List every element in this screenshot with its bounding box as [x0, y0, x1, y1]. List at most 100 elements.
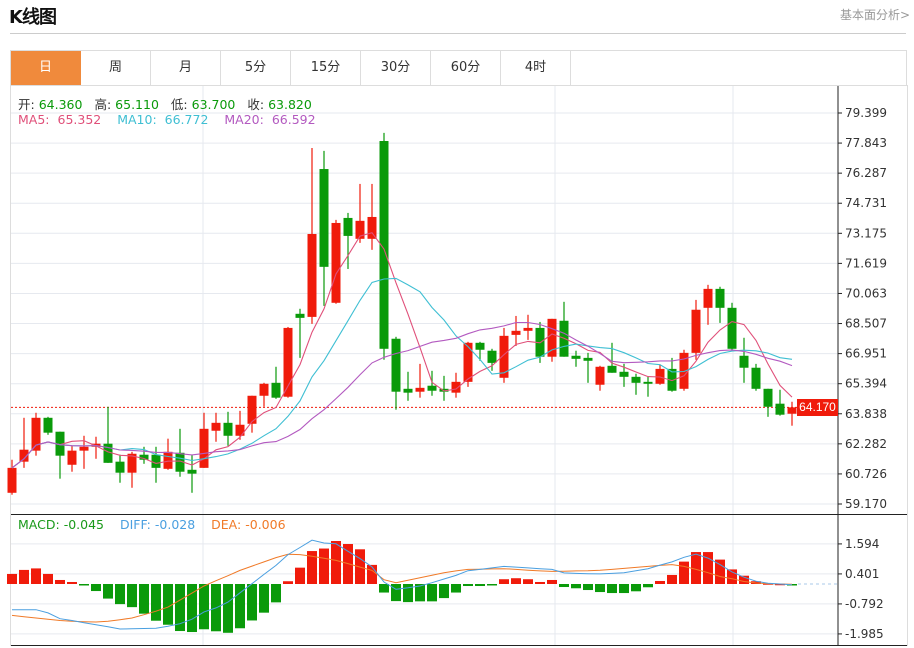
macd-y-tick-label: -1.985	[845, 627, 884, 641]
fundamental-analysis-link[interactable]: 基本面分析>	[839, 8, 910, 22]
close-label: 收:	[247, 97, 265, 112]
candle-body	[187, 469, 197, 474]
tab-30min[interactable]: 30分	[361, 51, 431, 85]
ma20-label: MA20:	[224, 112, 264, 127]
candle-body	[607, 365, 617, 373]
macd-bar	[439, 584, 449, 599]
candle-body	[775, 403, 785, 415]
macd-bar	[91, 584, 101, 592]
macd-bar	[31, 568, 41, 584]
candle-body	[571, 355, 581, 359]
candle-body	[511, 330, 521, 335]
candle-body	[487, 350, 497, 363]
macd-bar	[43, 573, 53, 584]
macd-bar	[619, 584, 629, 594]
macd-y-tick-label: 1.594	[845, 537, 879, 551]
macd-bar	[499, 579, 509, 584]
macd-bar	[379, 584, 389, 593]
y-tick-label: 68.507	[845, 317, 887, 331]
tab-4hour[interactable]: 4时	[501, 51, 571, 85]
macd-bar	[727, 569, 737, 584]
ma-info: MA5: 65.352 MA10: 66.772 MA20: 66.592	[18, 112, 324, 127]
macd-bar	[19, 569, 29, 584]
diff-line	[12, 539, 793, 630]
tab-60min[interactable]: 60分	[431, 51, 501, 85]
candle-body	[763, 388, 773, 407]
high-label: 高:	[94, 97, 112, 112]
candle-body	[175, 452, 185, 472]
y-tick-label: 73.175	[845, 226, 887, 240]
y-tick-label: 71.619	[845, 256, 887, 270]
macd-bar	[463, 584, 473, 587]
macd-bar	[115, 584, 125, 605]
y-tick-label: 60.726	[845, 467, 887, 481]
candle-body	[403, 388, 413, 393]
macd-bar	[79, 584, 89, 586]
tab-5min[interactable]: 5分	[221, 51, 291, 85]
tab-15min[interactable]: 15分	[291, 51, 361, 85]
high-value: 65.110	[115, 97, 159, 112]
diff-value: -0.028	[154, 517, 196, 532]
tab-day[interactable]: 日	[11, 51, 81, 85]
candle-body	[475, 342, 485, 350]
candle-body	[199, 428, 209, 468]
macd-bar	[415, 584, 425, 602]
candle-body	[55, 431, 65, 456]
ma20-line	[11, 321, 793, 469]
macd-bar	[259, 584, 269, 613]
macd-bar	[295, 567, 305, 584]
candle-body	[547, 318, 557, 357]
macd-y-tick-label: -0.792	[845, 597, 884, 611]
candle-body	[31, 417, 41, 451]
tab-month[interactable]: 月	[151, 51, 221, 85]
macd-bar	[487, 584, 497, 586]
candle-body	[223, 422, 233, 436]
candle-body	[163, 451, 173, 469]
macd-bar	[235, 584, 245, 629]
open-value: 64.360	[38, 97, 83, 112]
candle-body	[295, 313, 305, 318]
candle-body	[715, 288, 725, 308]
candle-body	[631, 376, 641, 383]
macd-bar	[787, 584, 797, 586]
candle-body	[619, 371, 629, 377]
close-value: 63.820	[268, 97, 312, 112]
ma5-line	[11, 232, 793, 469]
macd-bar	[307, 551, 317, 584]
macd-bar	[271, 584, 281, 603]
divider	[10, 33, 906, 34]
candle-body	[271, 382, 281, 398]
tab-week[interactable]: 周	[81, 51, 151, 85]
candle-body	[7, 467, 17, 493]
macd-bar	[55, 579, 65, 584]
ma20-value: 66.592	[271, 112, 316, 127]
y-tick-label: 76.287	[845, 166, 887, 180]
macd-bar	[283, 581, 293, 584]
current-price-tag: 64.170	[797, 399, 838, 416]
candle-body	[247, 395, 257, 424]
macd-bar	[223, 584, 233, 633]
macd-value: -0.045	[63, 517, 104, 532]
candle-body	[595, 366, 605, 385]
macd-bar	[139, 584, 149, 614]
candle-body	[583, 357, 593, 361]
macd-bar	[643, 584, 653, 588]
ma10-value: 66.772	[164, 112, 209, 127]
macd-bar	[655, 580, 665, 584]
y-tick-label: 65.394	[845, 377, 887, 391]
y-tick-label: 74.731	[845, 196, 887, 210]
ma5-value: 65.352	[57, 112, 102, 127]
candle-body	[427, 385, 437, 391]
candle-body	[679, 352, 689, 389]
macd-bar	[127, 584, 137, 608]
candle-body	[343, 217, 353, 236]
candle-body	[391, 338, 401, 392]
candle-body	[523, 327, 533, 331]
ma10-line	[11, 277, 793, 469]
macd-bar	[403, 584, 413, 603]
dea-line	[11, 553, 793, 623]
macd-bar	[667, 574, 677, 584]
candle-body	[787, 407, 797, 414]
macd-bar	[739, 575, 749, 584]
